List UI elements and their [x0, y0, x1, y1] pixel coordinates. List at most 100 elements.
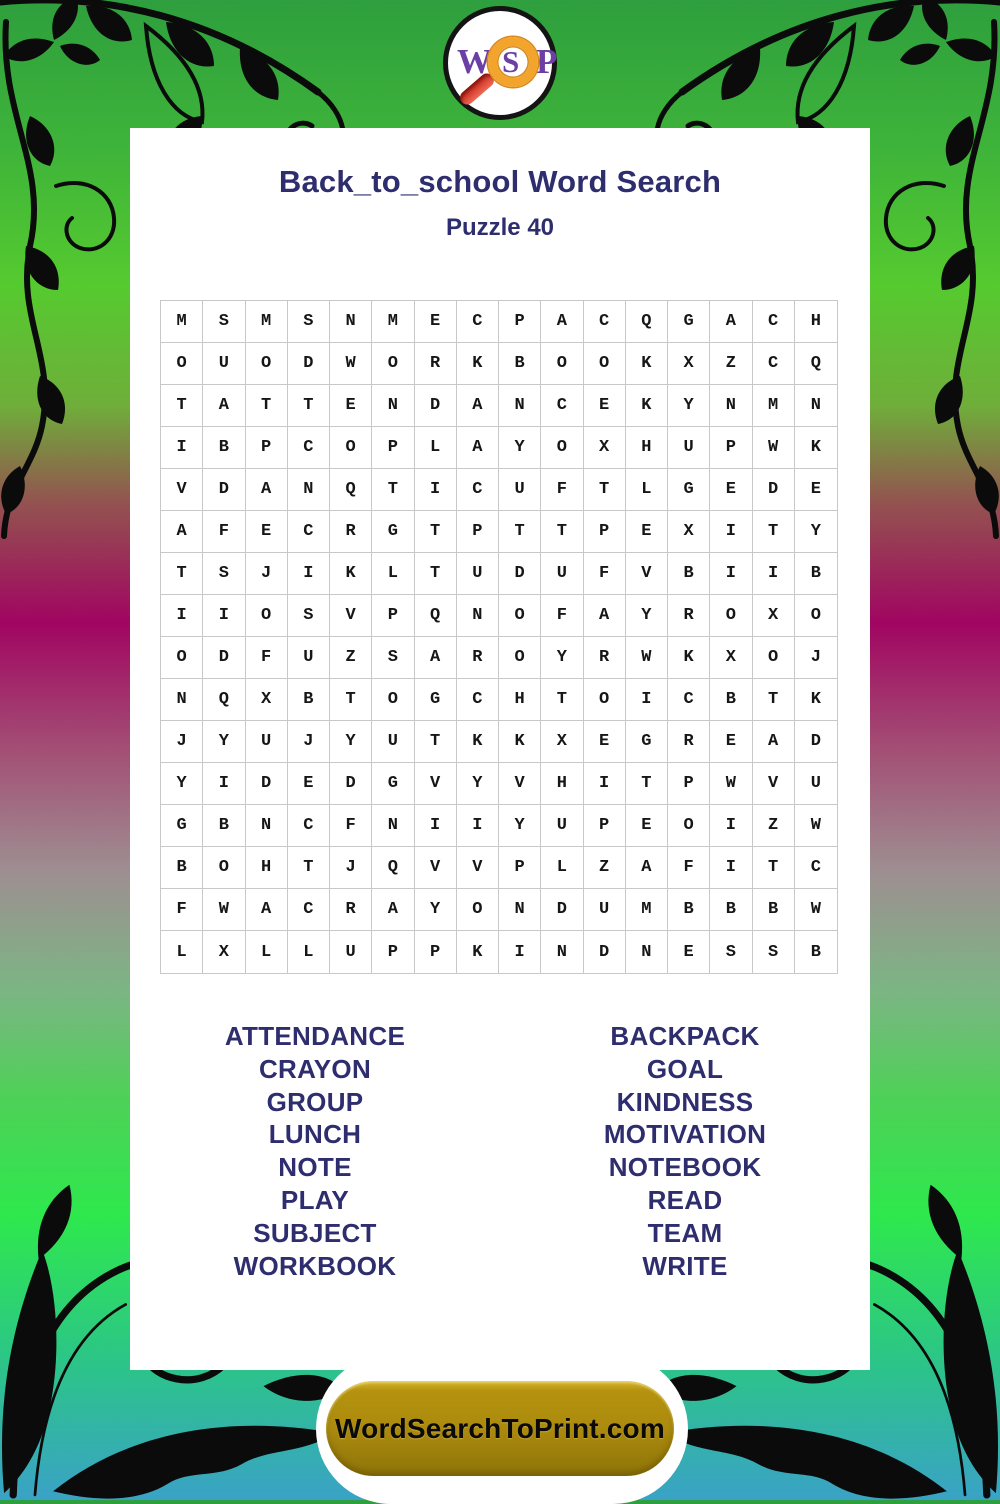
- grid-cell-r3c11: E: [583, 385, 626, 427]
- grid-cell-r13c14: I: [710, 805, 753, 847]
- grid-cell-r12c7: V: [414, 763, 457, 805]
- grid-cell-r1c8: C: [456, 301, 499, 343]
- grid-cell-r15c3: A: [245, 889, 288, 931]
- grid-cell-r10c11: O: [583, 679, 626, 721]
- grid-cell-r7c12: V: [625, 553, 668, 595]
- grid-cell-r7c5: K: [330, 553, 373, 595]
- grid-cell-r12c16: U: [794, 763, 837, 805]
- grid-cell-r10c13: C: [668, 679, 711, 721]
- grid-cell-r16c12: N: [626, 931, 668, 973]
- grid-cell-r5c15: D: [752, 469, 795, 511]
- grid-cell-r15c12: M: [625, 889, 668, 931]
- grid-cell-r9c2: D: [203, 637, 246, 679]
- grid-cell-r6c5: R: [330, 511, 373, 553]
- grid-cell-r7c8: U: [456, 553, 499, 595]
- grid-cell-r9c4: U: [287, 637, 330, 679]
- grid-cell-r8c2: I: [203, 595, 246, 637]
- grid-cell-r5c11: T: [583, 469, 626, 511]
- grid-cell-r1c12: Q: [625, 301, 668, 343]
- logo-letter-s: S: [502, 44, 520, 79]
- grid-cell-r16c5: U: [330, 931, 373, 973]
- grid-cell-r7c10: U: [541, 553, 584, 595]
- grid-cell-r3c10: C: [541, 385, 584, 427]
- grid-cell-r4c2: B: [203, 427, 246, 469]
- grid-cell-r1c14: A: [710, 301, 753, 343]
- grid-cell-r5c4: N: [287, 469, 330, 511]
- grid-cell-r10c15: T: [752, 679, 795, 721]
- grid-cell-r12c2: I: [203, 763, 246, 805]
- grid-cell-r16c14: S: [710, 931, 753, 973]
- website-button-label: WordSearchToPrint.com: [335, 1412, 665, 1444]
- grid-cell-r2c4: D: [287, 343, 330, 385]
- grid-cell-r4c6: P: [372, 427, 415, 469]
- grid-cell-r10c4: B: [287, 679, 330, 721]
- grid-cell-r16c7: P: [415, 931, 457, 973]
- word-list: ATTENDANCE CRAYON GROUP LUNCH NOTE PLAY SUBJEC…: [130, 1020, 870, 1282]
- grid-cell-r4c11: X: [583, 427, 626, 469]
- grid-cell-r11c15: A: [752, 721, 795, 763]
- grid-cell-r14c2: O: [203, 847, 246, 889]
- grid-cell-r14c12: A: [625, 847, 668, 889]
- grid-cell-r13c1: G: [161, 805, 204, 847]
- word-list-left: ATTENDANCE CRAYON GROUP LUNCH NOTE PLAY SUBJEC…: [130, 1020, 500, 1282]
- word-item: LUNCH: [268, 1119, 362, 1150]
- grid-cell-r10c3: X: [245, 679, 288, 721]
- word-item: NOTEBOOK: [608, 1152, 762, 1183]
- grid-cell-r9c13: K: [668, 637, 711, 679]
- grid-cell-r12c11: I: [583, 763, 626, 805]
- grid-cell-r10c10: T: [541, 679, 584, 721]
- grid-cell-r11c6: U: [372, 721, 415, 763]
- grid-cell-r5c2: D: [203, 469, 246, 511]
- grid-cell-r8c10: F: [541, 595, 584, 637]
- corner-flourish-top-left: [0, 0, 346, 539]
- word-item: GROUP: [266, 1086, 364, 1117]
- grid-cell-r14c14: I: [710, 847, 753, 889]
- grid-cell-r1c15: C: [752, 301, 795, 343]
- grid-cell-r14c1: B: [161, 847, 204, 889]
- grid-cell-r7c1: T: [161, 553, 204, 595]
- grid-cell-r3c2: A: [203, 385, 246, 427]
- grid-cell-r7c15: I: [752, 553, 795, 595]
- word-item: MOTIVATION: [603, 1119, 767, 1150]
- word-item: KINDNESS: [616, 1086, 754, 1117]
- corner-flourish-bottom-left: [1, 1184, 346, 1499]
- grid-cell-r15c14: B: [710, 889, 753, 931]
- grid-cell-r4c3: P: [245, 427, 288, 469]
- grid-cell-r2c12: K: [625, 343, 668, 385]
- grid-cell-r13c10: U: [541, 805, 584, 847]
- grid-cell-r5c10: F: [541, 469, 584, 511]
- grid-cell-r12c14: W: [710, 763, 753, 805]
- grid-cell-r6c4: C: [287, 511, 330, 553]
- word-item: PLAY: [280, 1184, 350, 1215]
- grid-cell-r15c2: W: [203, 889, 246, 931]
- grid-cell-r9c5: Z: [330, 637, 373, 679]
- word-item: GOAL: [646, 1053, 724, 1084]
- grid-cell-r1c9: P: [499, 301, 542, 343]
- grid-cell-r3c4: T: [287, 385, 330, 427]
- grid-cell-r14c6: Q: [372, 847, 415, 889]
- grid-cell-r11c11: E: [583, 721, 626, 763]
- grid-cell-r5c7: I: [414, 469, 457, 511]
- grid-cell-r4c1: I: [161, 427, 204, 469]
- grid-cell-r6c16: Y: [794, 511, 837, 553]
- grid-cell-r6c7: T: [414, 511, 457, 553]
- grid-cell-r3c1: T: [161, 385, 204, 427]
- grid-cell-r13c3: N: [245, 805, 288, 847]
- logo-letter-p: P: [536, 42, 558, 81]
- grid-cell-r11c8: K: [456, 721, 499, 763]
- grid-cell-r8c5: V: [330, 595, 373, 637]
- grid-cell-r4c4: C: [287, 427, 330, 469]
- website-button[interactable]: WordSearchToPrint.com: [326, 1381, 674, 1476]
- grid-cell-r16c16: B: [810, 942, 821, 962]
- grid-cell-r10c2: Q: [203, 679, 246, 721]
- magnifier-lens-icon: [488, 37, 538, 87]
- grid-cell-r15c13: B: [668, 889, 711, 931]
- grid-cell-r1c6: M: [372, 301, 415, 343]
- grid-cell-r9c11: R: [583, 637, 626, 679]
- grid-cell-r2c14: Z: [710, 343, 753, 385]
- grid-cell-r4c9: Y: [499, 427, 542, 469]
- grid-cell-r13c11: P: [583, 805, 626, 847]
- grid-cell-r2c7: R: [414, 343, 457, 385]
- grid-cell-r15c5: R: [330, 889, 373, 931]
- grid-cell-r15c4: C: [287, 889, 330, 931]
